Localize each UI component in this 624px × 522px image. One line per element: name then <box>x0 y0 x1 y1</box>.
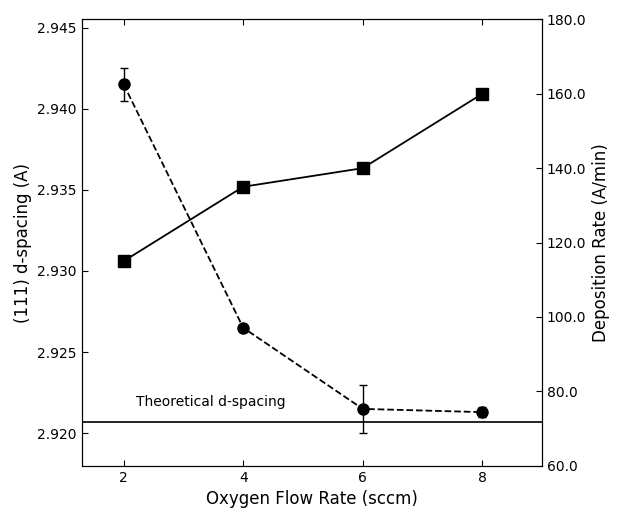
X-axis label: Oxygen Flow Rate (sccm): Oxygen Flow Rate (sccm) <box>206 490 418 508</box>
Text: Theoretical d-spacing: Theoretical d-spacing <box>135 395 285 409</box>
Y-axis label: (111) d-spacing (A): (111) d-spacing (A) <box>14 162 32 323</box>
Y-axis label: Deposition Rate (A/min): Deposition Rate (A/min) <box>592 143 610 342</box>
